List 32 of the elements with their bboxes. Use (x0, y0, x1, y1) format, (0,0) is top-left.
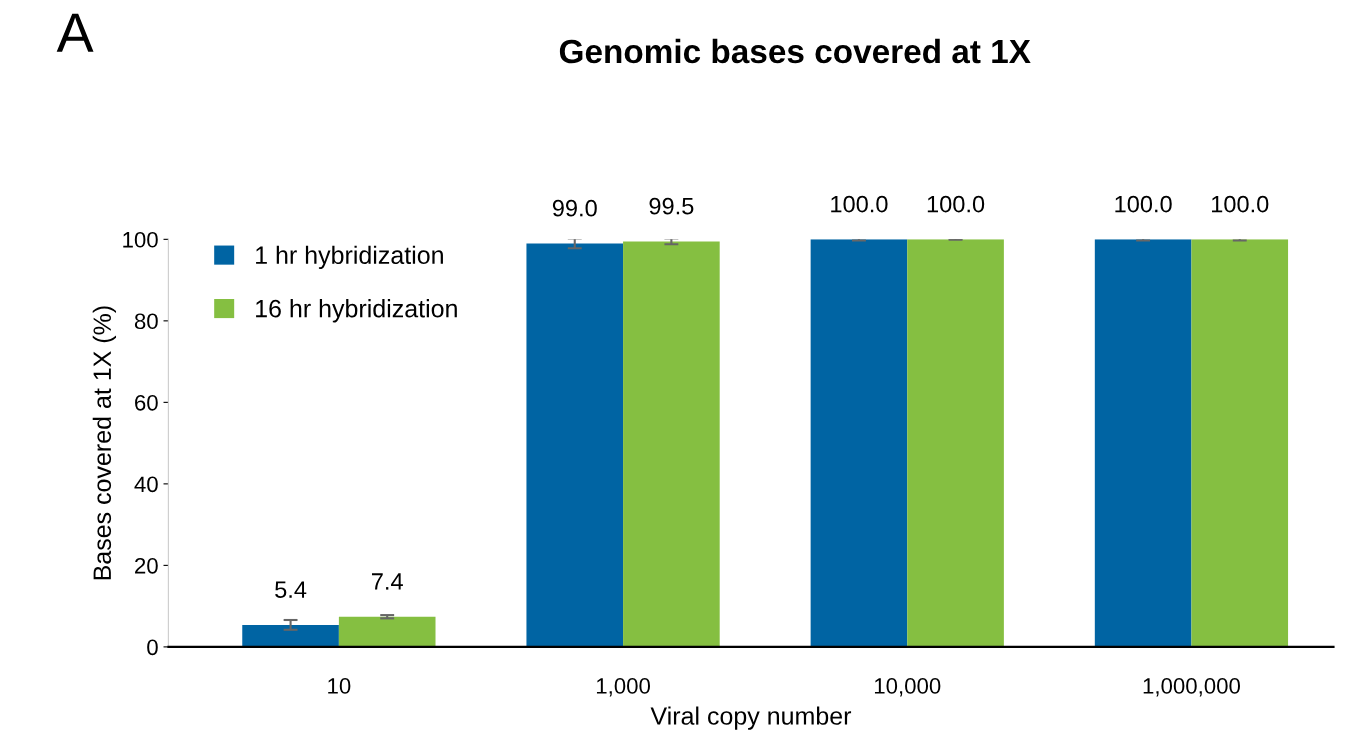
x-axis-title: Viral copy number (650, 706, 852, 730)
data-label: 100.0 (1212, 195, 1269, 213)
data-label: 99.5 (649, 197, 694, 215)
x-tick-label: 1,000 (596, 678, 651, 697)
legend-label: 1 hr hybridization (256, 245, 443, 269)
bar (1191, 239, 1289, 647)
data-label: 100.0 (831, 195, 888, 213)
data-label: 99.0 (552, 199, 597, 217)
text: A (56, 13, 94, 52)
x-tick-label: 10,000 (874, 678, 941, 697)
bar (623, 241, 720, 647)
y-axis-title: Bases covered at 1X (%) (92, 306, 117, 580)
x-tick-label: 1,000,000 (1143, 678, 1240, 697)
y-tick-label: 40 (134, 476, 158, 493)
y-tick-label: 100 (123, 231, 158, 248)
x-tick-label: 10 (328, 678, 351, 694)
legend-label: 16 hr hybridization (256, 299, 457, 323)
chart-title: Genomic bases covered at 1X (559, 38, 1031, 64)
bar (338, 616, 436, 647)
y-tick-label: 0 (147, 639, 158, 656)
bar (242, 624, 339, 647)
bar (810, 239, 908, 647)
y-tick-label: 80 (134, 313, 158, 330)
y-tick-label: 20 (135, 557, 158, 574)
data-label: 5.4 (275, 581, 307, 598)
data-label: 100.0 (1115, 195, 1172, 213)
bar (1094, 239, 1192, 647)
bar (907, 239, 1004, 647)
y-tick-label: 60 (135, 394, 158, 411)
bar (526, 243, 624, 647)
data-label: 100.0 (927, 195, 985, 213)
data-label: 7.4 (372, 573, 403, 590)
